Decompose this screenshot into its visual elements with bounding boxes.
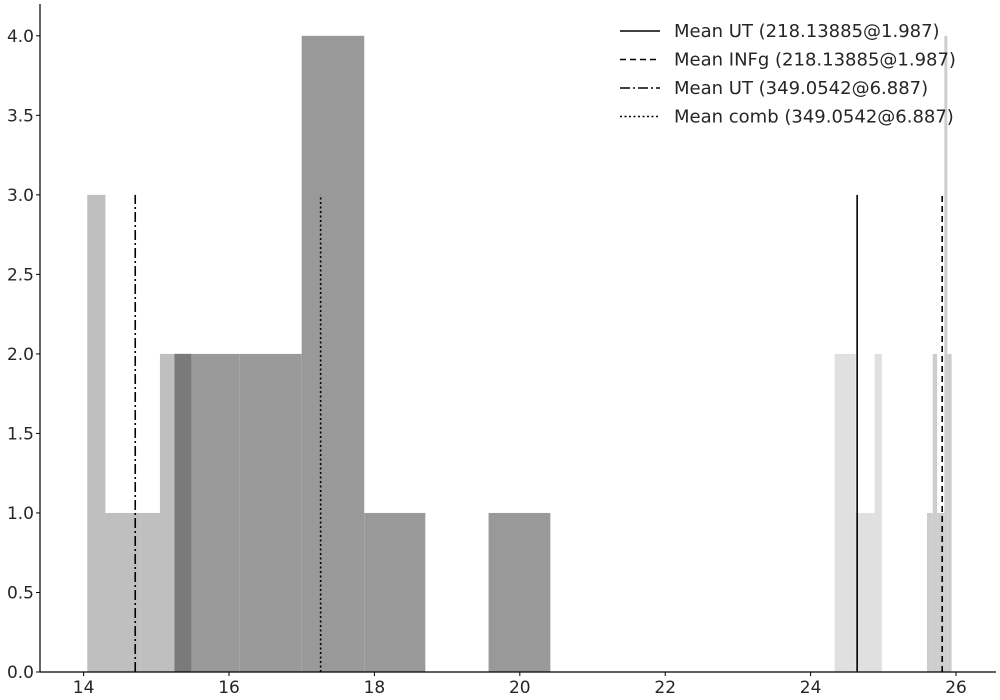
y-tick-label: 2.0 [7,345,34,365]
histogram-bar [140,512,160,672]
x-tick-label: 22 [654,678,676,698]
x-tick-label: 26 [945,678,967,698]
histogram-bar [874,353,882,672]
histogram-bar [855,512,875,672]
x-tick-label: 24 [800,678,822,698]
y-tick-label: 2.5 [7,265,34,285]
legend: Mean UT (218.13885@1.987) Mean INFg (218.… [620,21,956,128]
legend-label: Mean INFg (218.13885@1.987) [674,50,956,71]
x-tick-label: 16 [218,678,240,698]
x-tick-label: 18 [364,678,386,698]
histogram-bar [932,353,938,672]
histogram-bar [159,353,175,672]
histogram-bar [239,353,302,672]
histogram-bar [937,512,945,672]
histogram-bar [488,512,551,672]
mean-lines [134,194,944,672]
histogram-bar [301,35,365,673]
histogram-bars [87,35,952,673]
histogram-overlap [174,353,192,672]
legend-label: Mean UT (218.13885@1.987) [674,21,940,42]
y-tick-label: 0.5 [7,583,34,603]
histogram-bar [364,512,426,672]
legend-label: Mean UT (349.0542@6.887) [674,78,928,99]
y-tick-label: 0.0 [7,663,34,683]
histogram-bar [926,512,933,672]
histogram-bar [944,35,948,673]
y-tick-label: 3.0 [7,186,34,206]
histogram-bar [947,353,952,672]
x-tick-label: 20 [509,678,531,698]
y-tick-label: 1.0 [7,504,34,524]
y-tick-labels: 0.0 0.5 1.0 1.5 2.0 2.5 3.0 3.5 4.0 [7,27,40,683]
y-tick-label: 4.0 [7,27,34,47]
histogram-bar [87,194,106,672]
histogram-bar [834,353,856,672]
x-tick-labels: 14 16 18 20 22 24 26 [73,672,967,698]
y-tick-label: 3.5 [7,106,34,126]
y-tick-label: 1.5 [7,424,34,444]
x-tick-label: 14 [73,678,95,698]
legend-label: Mean comb (349.0542@6.887) [674,107,954,128]
